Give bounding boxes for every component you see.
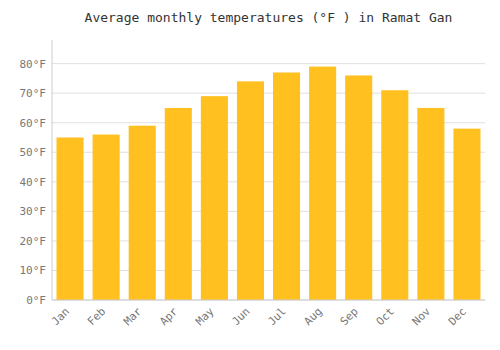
y-tick-label: 30°F	[20, 205, 47, 218]
chart-container: Average monthly temperatures (°F ) in Ra…	[0, 0, 500, 350]
grid-line	[52, 63, 485, 64]
bar	[237, 81, 264, 300]
y-tick-label: 80°F	[20, 58, 47, 71]
bar	[309, 67, 336, 300]
grid-line	[52, 93, 485, 94]
x-tick-label: May	[193, 305, 217, 329]
bar	[93, 135, 120, 300]
x-tick-label: Jul	[265, 305, 288, 328]
bar	[417, 108, 444, 300]
x-tick-label: Mar	[121, 305, 145, 329]
x-tick-label: Aug	[302, 305, 325, 328]
x-tick-label: Feb	[85, 305, 108, 328]
x-tick-label: Dec	[446, 305, 469, 328]
y-tick-label: 40°F	[20, 176, 47, 189]
bar	[165, 108, 192, 300]
y-tick-label: 20°F	[20, 235, 47, 248]
grid-line	[52, 300, 485, 301]
bar	[453, 129, 480, 300]
grid	[52, 64, 485, 300]
y-tick-label: 10°F	[20, 264, 47, 277]
bars	[57, 67, 481, 300]
x-tick-label: Jun	[229, 305, 252, 328]
x-tick-label: Apr	[157, 305, 181, 329]
chart: Average monthly temperatures (°F ) in Ra…	[0, 0, 500, 350]
y-tick-label: 60°F	[20, 117, 47, 130]
y-axis-line	[52, 40, 53, 300]
bar	[129, 126, 156, 300]
x-tick-label: Oct	[374, 305, 397, 328]
y-tick-label: 70°F	[20, 87, 47, 100]
bar	[345, 75, 372, 300]
x-tick-label: Nov	[410, 305, 434, 329]
x-tick-label: Sep	[338, 305, 361, 328]
bar	[201, 96, 228, 300]
bar	[57, 138, 84, 301]
y-tick-label: 0°F	[26, 294, 46, 307]
x-tick-label: Jan	[49, 305, 72, 328]
title: Average monthly temperatures (°F ) in Ra…	[85, 10, 453, 25]
bar	[381, 90, 408, 300]
x-axis-line	[52, 300, 485, 301]
bar	[273, 73, 300, 301]
y-tick-label: 50°F	[20, 146, 47, 159]
